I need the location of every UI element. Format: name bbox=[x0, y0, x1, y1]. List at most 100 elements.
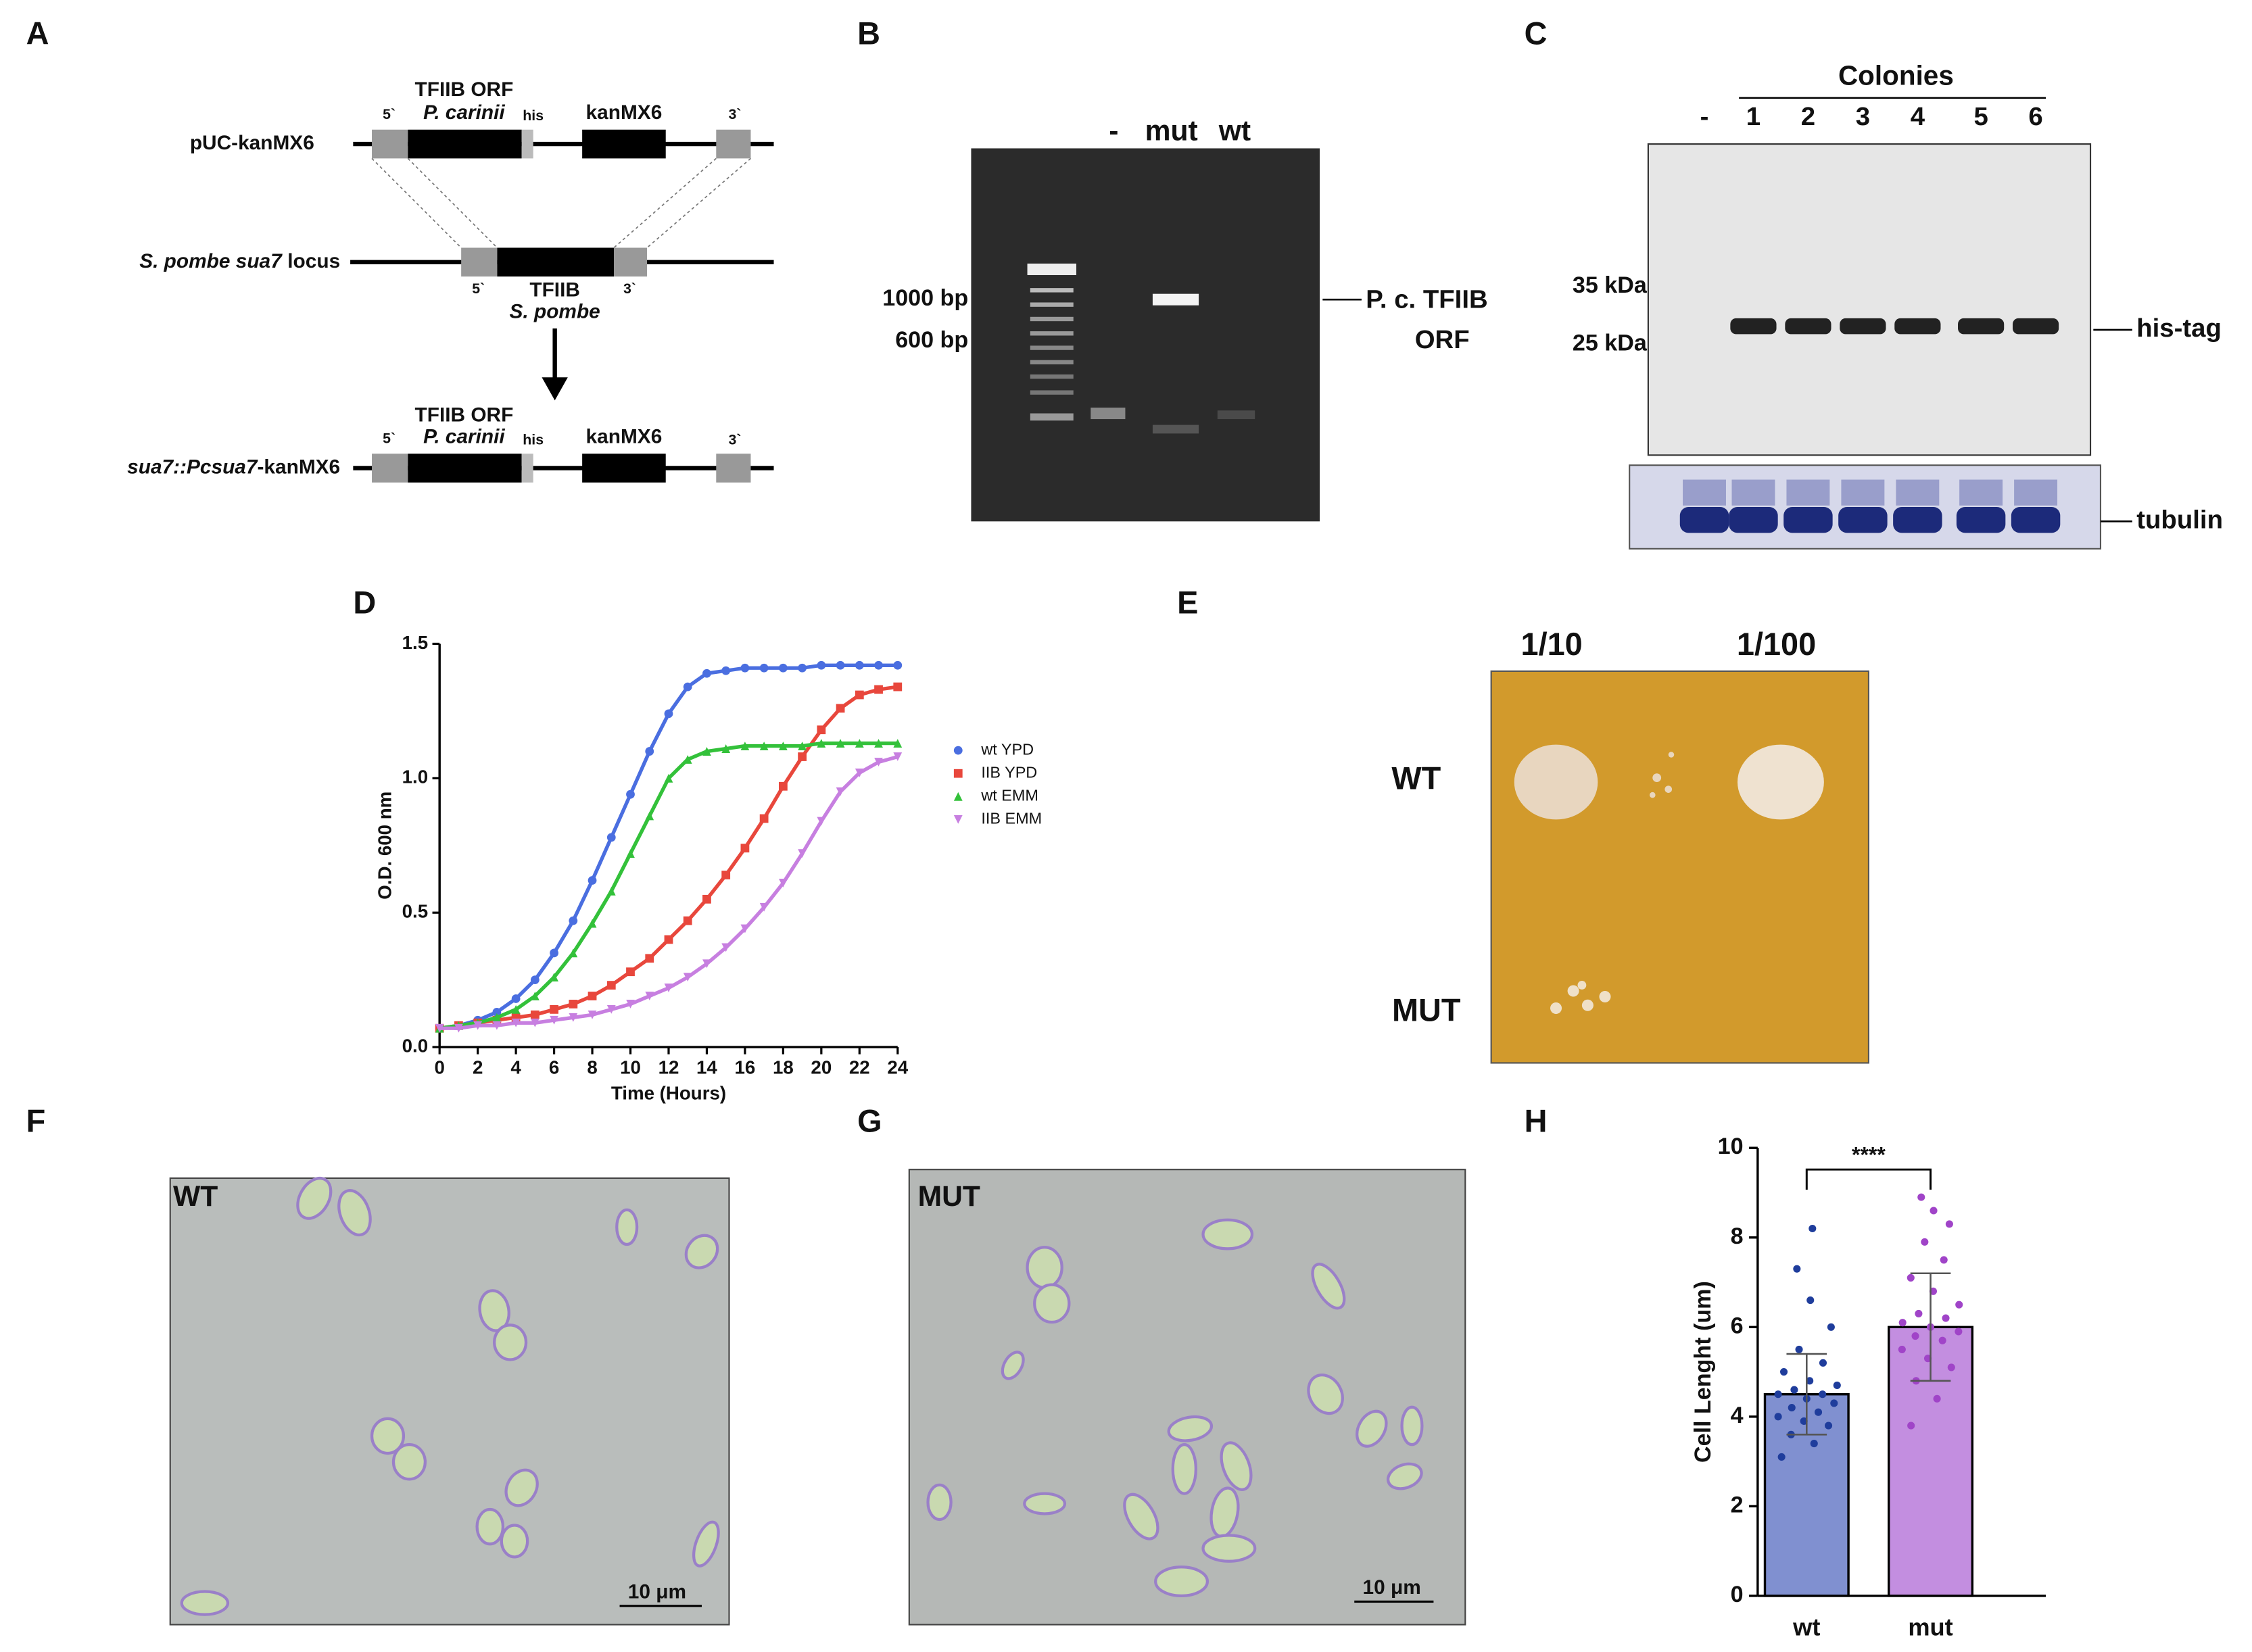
data-point bbox=[1806, 1377, 1814, 1385]
data-point bbox=[626, 789, 635, 799]
panel-label: C bbox=[1525, 16, 1548, 51]
data-point bbox=[530, 975, 540, 985]
data-point bbox=[1938, 1336, 1946, 1344]
data-point bbox=[588, 992, 597, 1000]
legend-label: wt EMM bbox=[980, 787, 1038, 804]
data-point bbox=[836, 787, 845, 796]
panel-label: E bbox=[1177, 585, 1198, 620]
data-point bbox=[874, 660, 883, 670]
data-point bbox=[1955, 1328, 1963, 1336]
data-point bbox=[569, 916, 578, 925]
data-point bbox=[626, 967, 635, 977]
blot-header: Colonies bbox=[1838, 60, 1954, 91]
data-point bbox=[1774, 1390, 1782, 1399]
scale-label: 10 μm bbox=[1363, 1576, 1421, 1599]
cell bbox=[1220, 1441, 1253, 1491]
lane-label: 1 bbox=[1746, 102, 1760, 131]
data-point bbox=[588, 919, 597, 928]
x-tick-label: 0 bbox=[434, 1056, 444, 1077]
x-tick-label: 20 bbox=[811, 1056, 832, 1077]
cell bbox=[180, 1590, 230, 1616]
data-point bbox=[798, 663, 807, 673]
cell bbox=[337, 1189, 372, 1237]
data-point bbox=[759, 663, 769, 673]
tubulin-band bbox=[1838, 507, 1888, 533]
locus-name-plain: locus bbox=[287, 250, 340, 272]
band-label: P. c. TFIIB bbox=[1366, 285, 1487, 314]
x-tick-label: 24 bbox=[887, 1056, 908, 1077]
x-tick-label: wt bbox=[1792, 1613, 1820, 1641]
data-point bbox=[798, 849, 807, 858]
y-tick-label: 0.5 bbox=[402, 901, 429, 922]
band-label: his-tag bbox=[2136, 314, 2222, 343]
panel-label: H bbox=[1525, 1103, 1548, 1138]
x-tick-label: 22 bbox=[849, 1056, 870, 1077]
data-point bbox=[798, 742, 807, 750]
micrograph bbox=[169, 1177, 730, 1626]
data-point bbox=[855, 660, 864, 670]
panel-label: G bbox=[857, 1103, 882, 1138]
construct-name-italic: sua7::Pcsua7 bbox=[127, 456, 258, 478]
cell bbox=[1311, 1263, 1346, 1310]
data-point bbox=[1795, 1345, 1803, 1353]
data-point bbox=[550, 973, 558, 982]
data-point bbox=[683, 682, 692, 691]
data-point bbox=[1790, 1386, 1798, 1394]
data-point bbox=[606, 886, 616, 896]
data-point bbox=[569, 948, 578, 958]
y-tick-label: 6 bbox=[1731, 1313, 1744, 1338]
tubulin-band bbox=[1783, 507, 1833, 533]
data-point bbox=[1955, 1301, 1963, 1309]
data-point bbox=[550, 1004, 558, 1014]
data-point bbox=[740, 663, 750, 673]
series-line bbox=[439, 685, 899, 1030]
data-point bbox=[1942, 1314, 1950, 1322]
cell bbox=[500, 1524, 529, 1559]
data-point bbox=[1907, 1273, 1915, 1282]
data-point bbox=[1815, 1408, 1823, 1416]
tubulin-band bbox=[1683, 479, 1726, 506]
construct-name: sua7::Pcsua7-kanMX6 bbox=[127, 456, 340, 478]
lane-label: - bbox=[1109, 114, 1118, 147]
size-marker: 600 bp bbox=[895, 327, 968, 353]
x-tick-label: 10 bbox=[620, 1056, 641, 1077]
cell bbox=[692, 1520, 720, 1568]
legend-label: wt YPD bbox=[980, 740, 1034, 758]
data-point bbox=[702, 959, 711, 969]
data-point bbox=[435, 1023, 444, 1033]
tubulin-band bbox=[1729, 507, 1778, 533]
end-label: 3` bbox=[729, 432, 742, 448]
y-axis-label: O.D. 600 nm bbox=[375, 792, 396, 900]
size-marker: 35 kDa bbox=[1573, 272, 1648, 298]
tubulin-band bbox=[1731, 479, 1775, 506]
tubulin-image bbox=[1629, 464, 2102, 550]
cell bbox=[1356, 1409, 1388, 1448]
data-point bbox=[492, 1013, 502, 1022]
data-point bbox=[836, 739, 845, 748]
tubulin-band bbox=[1841, 479, 1885, 506]
orf-label: TFIIB ORF bbox=[415, 404, 514, 427]
band-label: ORF bbox=[1415, 325, 1470, 354]
cell bbox=[1033, 1283, 1071, 1324]
data-point bbox=[1915, 1309, 1923, 1317]
y-tick-label: 0.0 bbox=[402, 1035, 429, 1056]
data-point bbox=[1933, 1394, 1941, 1403]
scale-label: 10 μm bbox=[628, 1581, 686, 1603]
data-point bbox=[1806, 1296, 1815, 1305]
data-point bbox=[1793, 1265, 1801, 1273]
y-tick-label: 4 bbox=[1731, 1403, 1744, 1428]
dilution-label: 1/10 bbox=[1521, 627, 1583, 662]
data-point bbox=[759, 902, 769, 912]
cell bbox=[615, 1208, 639, 1246]
data-point bbox=[778, 663, 788, 673]
loading-label: tubulin bbox=[2136, 505, 2223, 534]
cell bbox=[684, 1234, 719, 1269]
data-point bbox=[550, 948, 558, 958]
data-point bbox=[1945, 1220, 1953, 1228]
significance-bracket bbox=[1805, 1168, 1932, 1190]
blot-band bbox=[1840, 318, 1886, 335]
data-point bbox=[606, 833, 616, 842]
data-point bbox=[664, 709, 673, 719]
data-point bbox=[1898, 1319, 1907, 1327]
data-point bbox=[778, 879, 788, 888]
